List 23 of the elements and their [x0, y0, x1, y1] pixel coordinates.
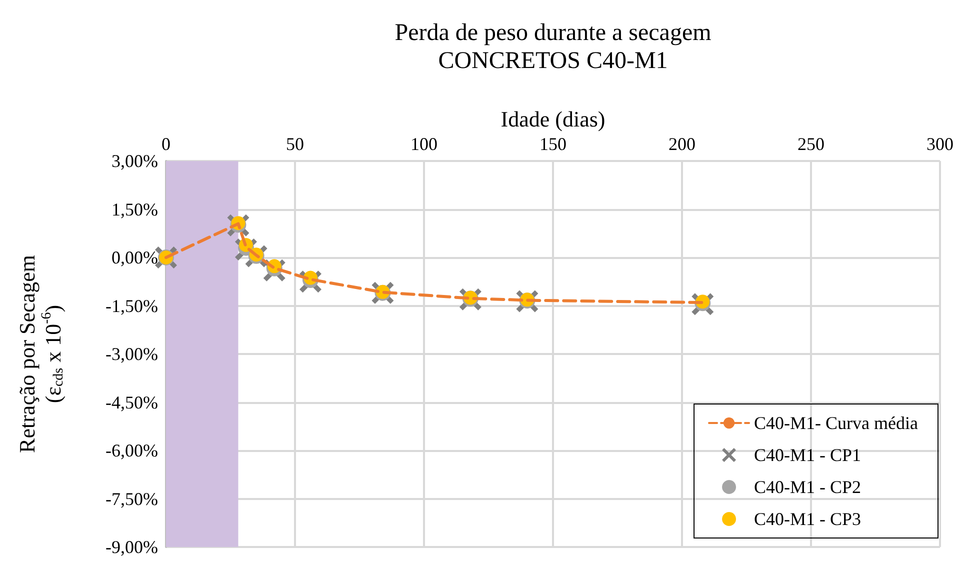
x-tick-label: 300 — [926, 134, 954, 154]
y-tick-label: 1,50% — [112, 199, 158, 220]
y-tick-label: -7,50% — [106, 488, 158, 509]
y-tick-label: -4,50% — [106, 392, 158, 412]
y-tick-label: 0,00% — [112, 248, 158, 268]
legend-label: C40-M1 - CP1 — [754, 445, 862, 465]
chart-subtitle: CONCRETOS C40-M1 — [438, 48, 668, 74]
y-tick-label: -9,00% — [106, 537, 158, 557]
chart-title: Perda de peso durante a secagem — [394, 20, 712, 46]
y-tick-label: -6,00% — [106, 440, 158, 460]
x-tick-label: 150 — [540, 134, 566, 154]
y-tick-label: 3,00% — [112, 151, 158, 171]
y-tick-label: -1,50% — [106, 296, 158, 316]
x-tick-label: 250 — [798, 134, 824, 154]
x-tick-label: 0 — [162, 134, 170, 154]
x-tick-label: 50 — [286, 134, 304, 154]
y-tick-label: -3,00% — [106, 344, 158, 364]
x-axis-title: Idade (dias) — [500, 106, 606, 132]
legend-label: C40-M1 - CP3 — [754, 509, 862, 529]
legend-label: C40-M1 - CP2 — [754, 477, 862, 497]
legend-label: C40-M1- Curva média — [754, 413, 918, 433]
x-tick-label: 100 — [410, 134, 438, 154]
x-tick-label: 200 — [668, 134, 696, 154]
